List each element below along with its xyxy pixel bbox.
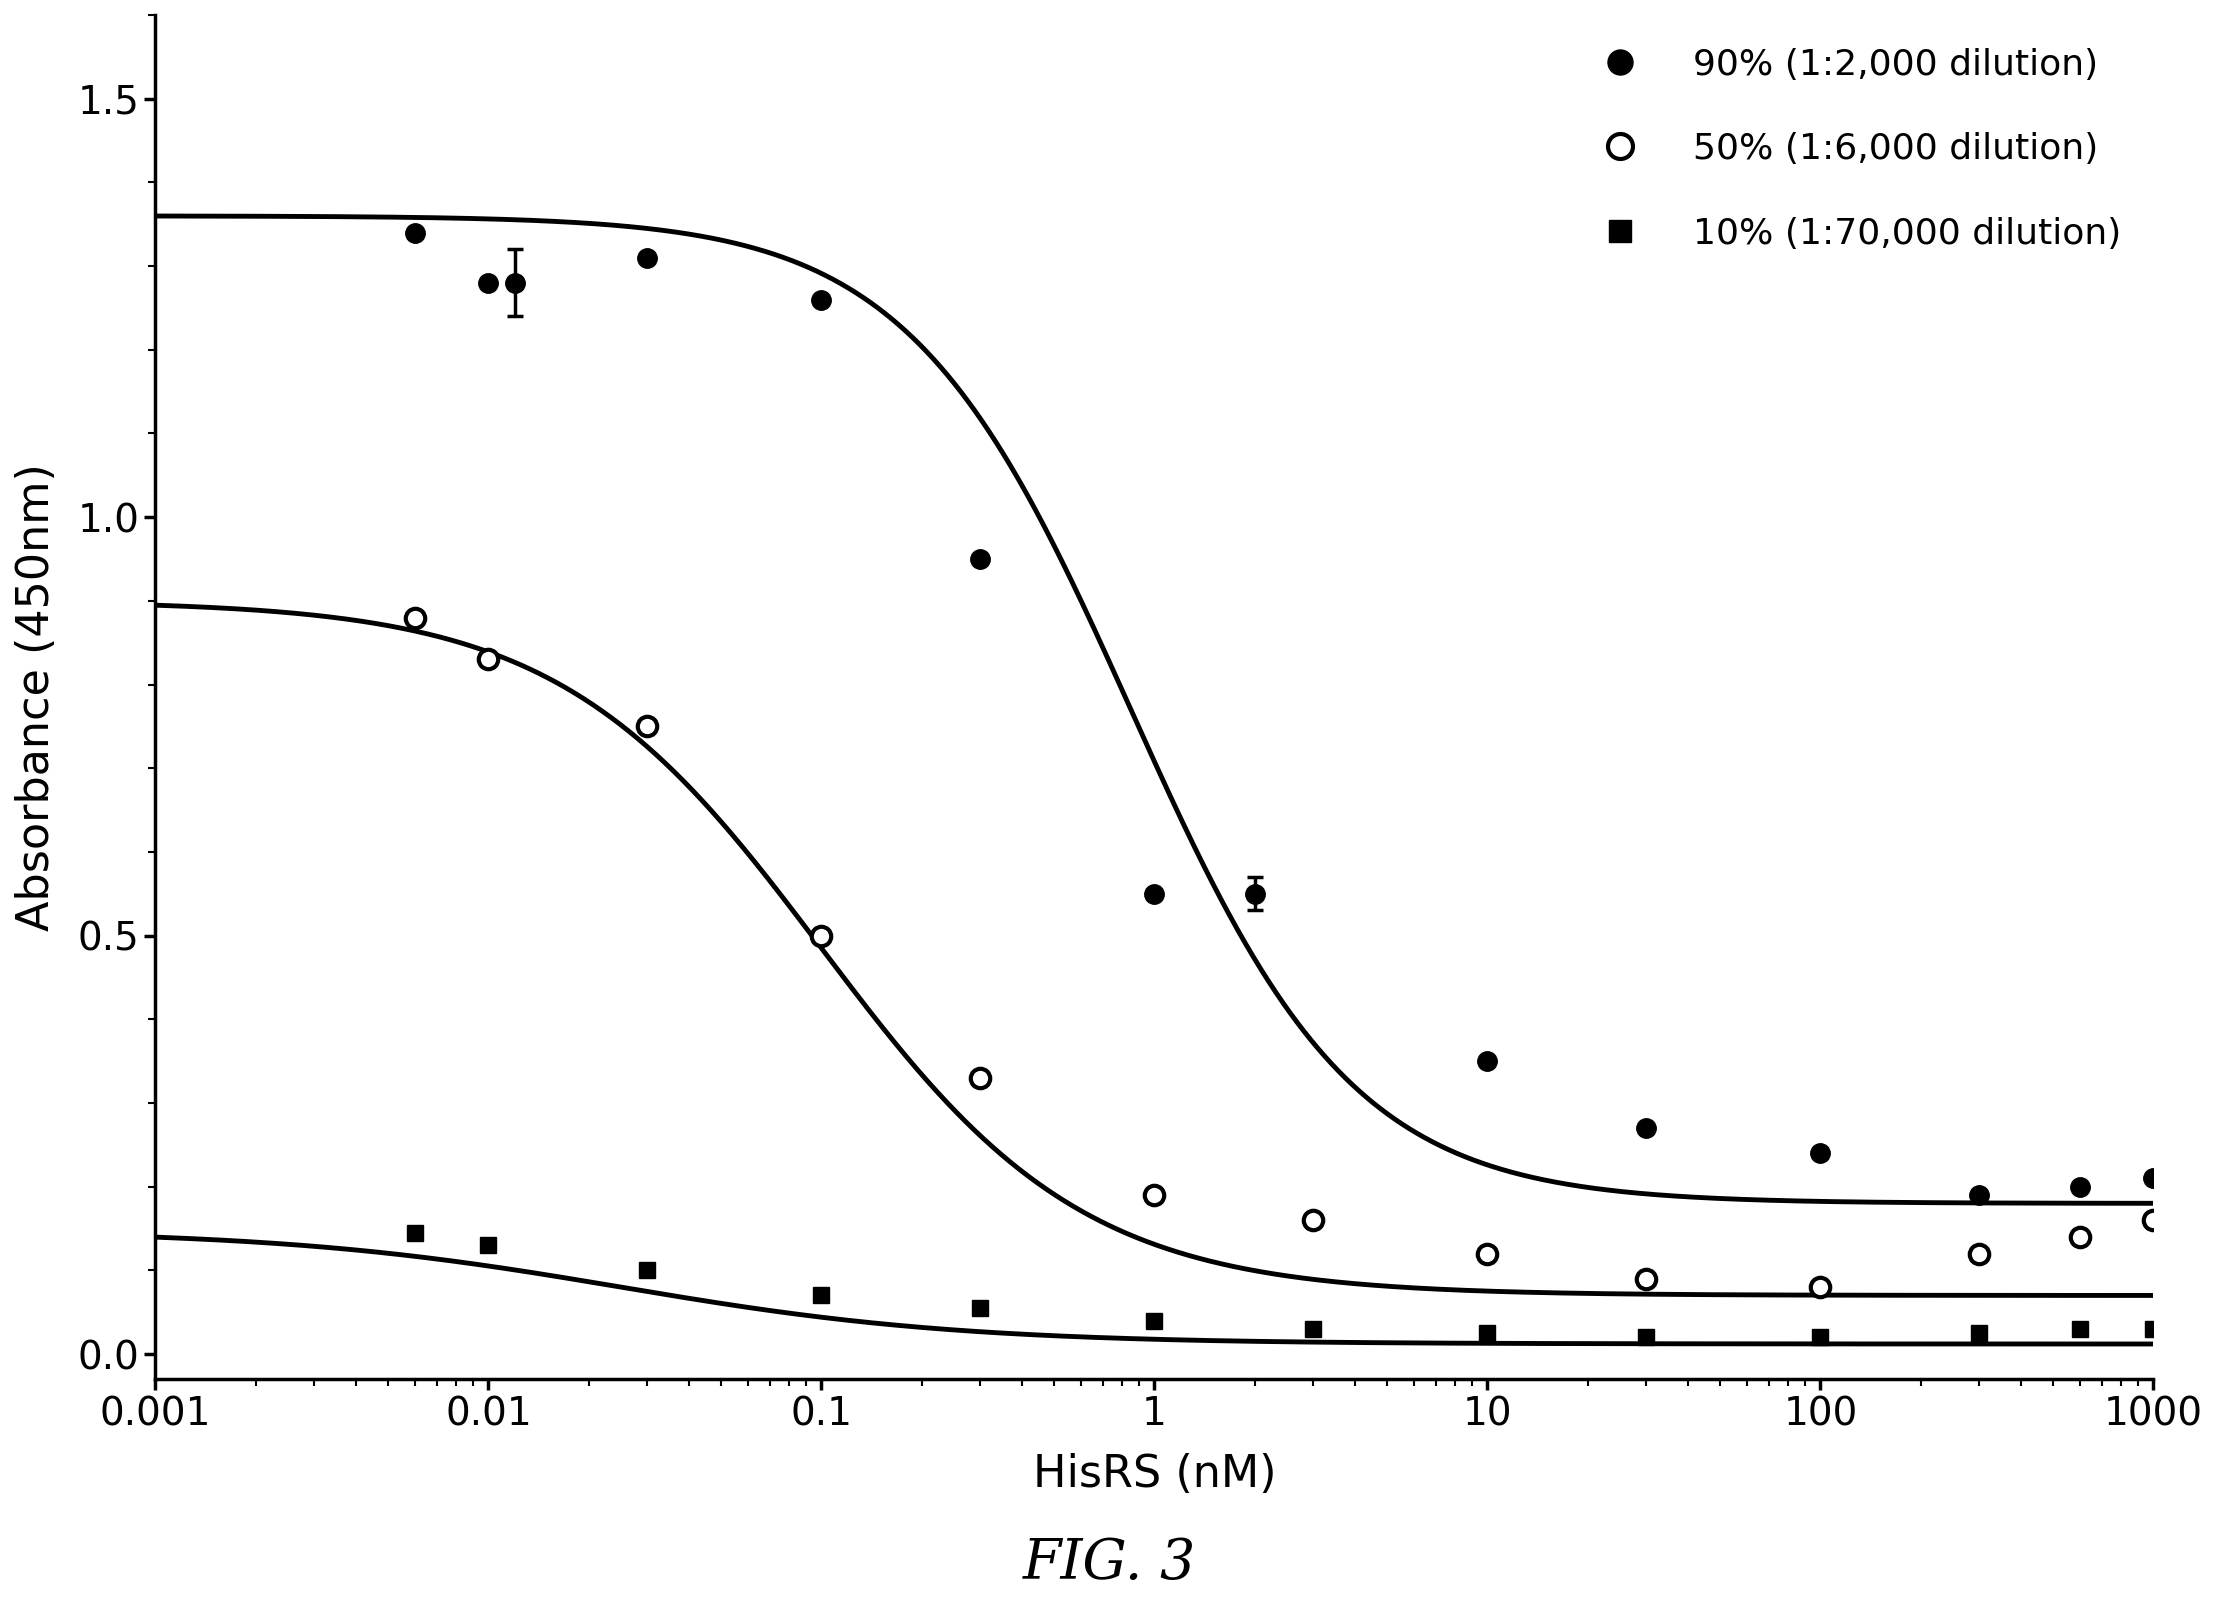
Y-axis label: Absorbance (450nm): Absorbance (450nm) [16,463,58,930]
X-axis label: HisRS (nM): HisRS (nM) [1034,1453,1275,1496]
Text: FIG. 3: FIG. 3 [1022,1536,1196,1591]
Legend: 90% (1:2,000 dilution), 50% (1:6,000 dilution), 10% (1:70,000 dilution): 90% (1:2,000 dilution), 50% (1:6,000 dil… [1570,34,2136,265]
